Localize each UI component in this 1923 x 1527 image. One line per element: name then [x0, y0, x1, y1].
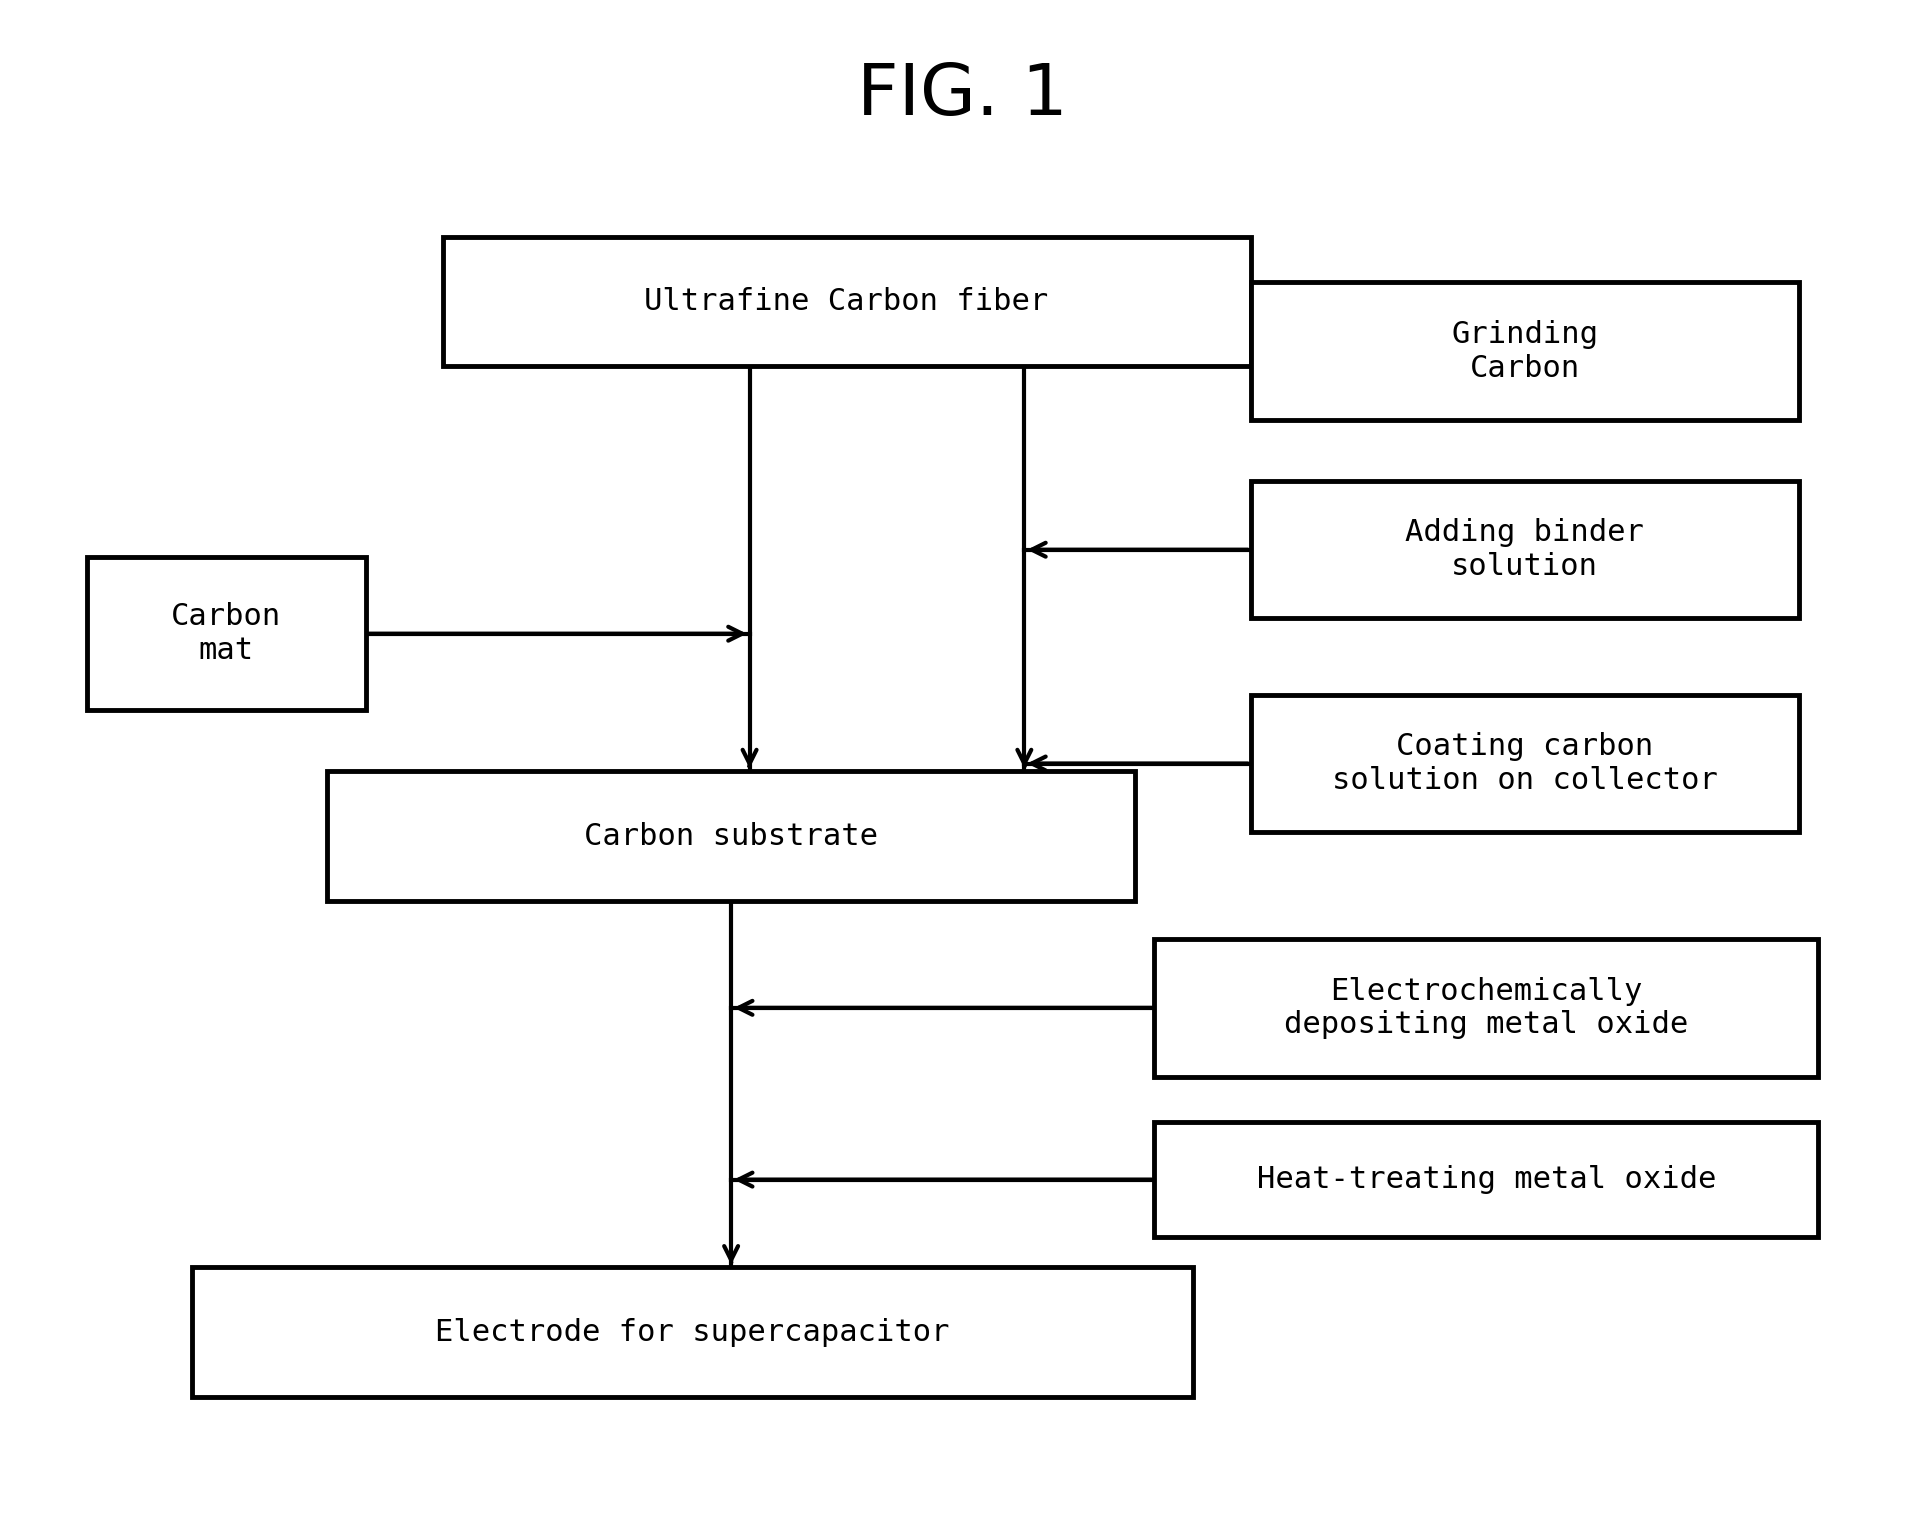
Text: Grinding
Carbon: Grinding Carbon [1450, 321, 1598, 382]
FancyBboxPatch shape [442, 237, 1250, 366]
FancyBboxPatch shape [192, 1267, 1192, 1397]
Text: FIG. 1: FIG. 1 [856, 61, 1067, 130]
Text: Coating carbon
solution on collector: Coating carbon solution on collector [1331, 733, 1717, 794]
Text: Carbon substrate: Carbon substrate [585, 822, 877, 851]
Text: Electrochemically
depositing metal oxide: Electrochemically depositing metal oxide [1283, 977, 1688, 1038]
Text: Carbon
mat: Carbon mat [171, 603, 281, 664]
FancyBboxPatch shape [87, 557, 365, 710]
Text: Heat-treating metal oxide: Heat-treating metal oxide [1256, 1165, 1715, 1194]
FancyBboxPatch shape [1154, 939, 1817, 1077]
Text: Adding binder
solution: Adding binder solution [1404, 519, 1644, 580]
Text: Ultrafine Carbon fiber: Ultrafine Carbon fiber [644, 287, 1048, 316]
FancyBboxPatch shape [327, 771, 1135, 901]
FancyBboxPatch shape [1250, 695, 1798, 832]
FancyBboxPatch shape [1250, 282, 1798, 420]
FancyBboxPatch shape [1154, 1122, 1817, 1237]
Text: Electrode for supercapacitor: Electrode for supercapacitor [435, 1318, 950, 1347]
FancyBboxPatch shape [1250, 481, 1798, 618]
